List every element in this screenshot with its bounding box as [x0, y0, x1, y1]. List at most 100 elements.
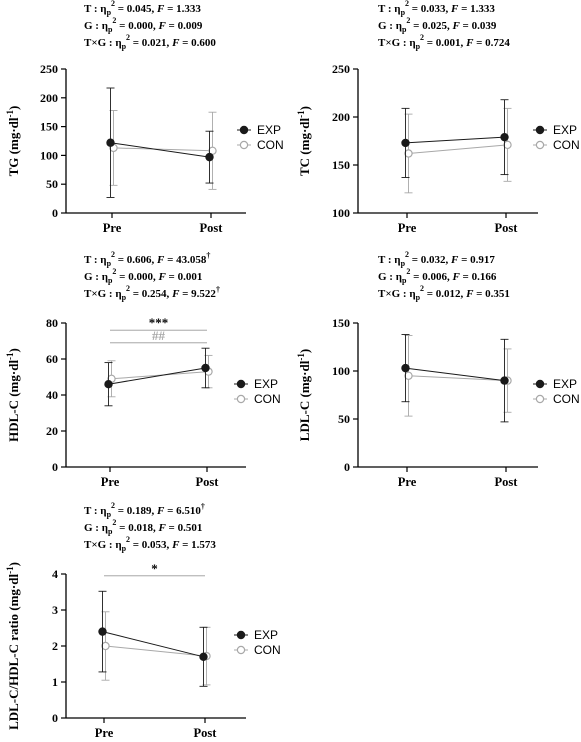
stat-line: G : ηp2 = 0.000, F = 0.001: [84, 267, 202, 285]
series-line: [405, 136, 505, 144]
x-tick-label: Post: [200, 221, 224, 235]
data-point: [199, 652, 208, 662]
y-tick-label: 100: [332, 206, 350, 220]
series-exp: [106, 87, 214, 198]
y-tick-label: 150: [332, 158, 350, 172]
y-axis-label: LDL-C/HDL-C ratio (mg·dl-1): [5, 562, 21, 730]
y-tick-label: 100: [332, 364, 350, 378]
legend-swatch-marker: [239, 125, 249, 135]
stat-line: T : ηp2 = 0.606, F = 43.058†: [84, 250, 210, 268]
chart-panel: T : ηp2 = 0.189, F = 6.510†G : ηp2 = 0.0…: [5, 501, 281, 740]
data-point: [106, 138, 115, 147]
stat-line: T×G : ηp2 = 0.012, F = 0.351: [378, 284, 510, 302]
y-tick-label: 0: [344, 460, 350, 474]
data-point: [404, 149, 413, 158]
legend-label: EXP: [553, 377, 577, 391]
data-point: [98, 627, 107, 636]
x-tick-label: Post: [196, 475, 220, 489]
stat-line: T : ηp2 = 0.032, F = 0.917: [378, 250, 495, 268]
legend-item: CON: [234, 643, 281, 657]
x-tick-label: Post: [495, 475, 519, 489]
y-tick-label: 2: [52, 639, 58, 653]
y-tick-label: 200: [40, 91, 58, 105]
data-point: [205, 152, 214, 162]
stat-line: T : ηp2 = 0.045, F = 1.333: [84, 0, 201, 17]
y-tick-label: 50: [46, 177, 58, 191]
stat-line: G : ηp2 = 0.025, F = 0.039: [378, 16, 497, 34]
data-point: [500, 376, 509, 385]
series-line: [110, 142, 210, 158]
y-axis-label: HDL-C (mg·dl-1): [5, 348, 21, 442]
stat-line: T : ηp2 = 0.189, F = 6.510†: [84, 501, 205, 519]
series-exp: [104, 347, 210, 407]
x-tick-label: Pre: [103, 221, 122, 235]
series-line: [408, 375, 508, 382]
legend-swatch-marker: [236, 630, 246, 640]
legend-item: EXP: [533, 123, 577, 137]
legend-item: CON: [533, 138, 580, 152]
legend-label: CON: [254, 643, 281, 657]
legend-item: CON: [533, 392, 580, 406]
data-point: [503, 140, 512, 150]
y-tick-label: 100: [40, 148, 58, 162]
y-tick-label: 0: [52, 460, 58, 474]
y-tick-label: 0: [52, 206, 58, 220]
series-exp: [401, 99, 509, 178]
legend-label: EXP: [553, 123, 577, 137]
legend-item: CON: [234, 392, 281, 406]
series-line: [408, 144, 508, 154]
data-point: [104, 380, 113, 389]
stat-line: T : ηp2 = 0.033, F = 1.333: [378, 0, 495, 17]
y-tick-label: 250: [332, 62, 350, 76]
series-line: [105, 645, 207, 657]
legend-swatch-marker: [236, 645, 246, 655]
legend-swatch-marker: [239, 140, 249, 150]
stat-line: T×G : ηp2 = 0.001, F = 0.724: [378, 33, 510, 51]
series-line: [405, 367, 505, 382]
series-exp: [98, 590, 208, 687]
legend-item: EXP: [234, 377, 278, 391]
y-tick-label: 60: [46, 352, 58, 366]
y-tick-label: 1: [52, 675, 58, 689]
data-point: [201, 363, 210, 373]
y-tick-label: 3: [52, 603, 58, 617]
y-tick-label: 200: [332, 110, 350, 124]
stat-line: T×G : ηp2 = 0.021, F = 0.600: [84, 33, 216, 51]
y-tick-label: 50: [338, 412, 350, 426]
x-tick-label: Pre: [101, 475, 120, 489]
y-tick-label: 0: [52, 711, 58, 725]
x-tick-label: Pre: [398, 475, 417, 489]
legend-item: CON: [237, 138, 284, 152]
x-tick-label: Pre: [95, 726, 114, 740]
data-point: [101, 641, 110, 651]
series-line: [108, 367, 206, 385]
y-tick-label: 150: [332, 316, 350, 330]
legend-item: EXP: [533, 377, 577, 391]
y-axis-label: TG (mg·dl-1): [5, 106, 21, 177]
stat-line: G : ηp2 = 0.018, F = 0.501: [84, 518, 202, 536]
series-line: [102, 631, 204, 658]
legend-swatch-marker: [535, 379, 545, 389]
x-tick-label: Post: [495, 221, 519, 235]
series-line: [113, 147, 213, 152]
legend-swatch-marker: [535, 140, 545, 150]
significance-label: ##: [152, 328, 166, 343]
legend-swatch-marker: [236, 379, 246, 389]
data-point: [404, 371, 413, 380]
legend-label: EXP: [257, 123, 281, 137]
legend-label: CON: [257, 138, 284, 152]
x-tick-label: Pre: [398, 221, 417, 235]
data-point: [500, 132, 509, 142]
data-point: [401, 363, 410, 373]
x-tick-label: Post: [194, 726, 218, 740]
legend-label: CON: [553, 138, 580, 152]
legend-item: EXP: [237, 123, 281, 137]
legend-swatch-marker: [535, 125, 545, 135]
legend-label: CON: [553, 392, 580, 406]
series-con: [404, 335, 512, 417]
series-con: [101, 611, 211, 686]
y-tick-label: 80: [46, 316, 58, 330]
